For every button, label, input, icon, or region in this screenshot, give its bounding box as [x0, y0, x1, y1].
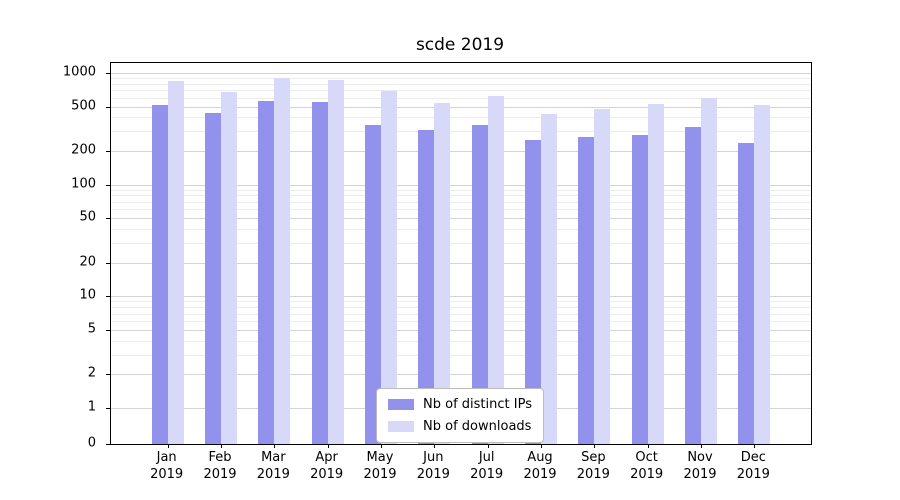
y-tick-mark — [106, 184, 110, 186]
x-tick-label: May 2019 — [363, 450, 397, 482]
bar-distinct-ips — [365, 125, 381, 444]
y-tick-label: 5 — [87, 321, 96, 337]
y-tick-label: 10 — [79, 287, 96, 303]
bar-distinct-ips — [258, 101, 275, 444]
bar-downloads — [327, 80, 344, 444]
bar-downloads — [434, 102, 451, 444]
bar-downloads — [274, 78, 291, 444]
x-tick-mark — [701, 444, 702, 448]
chart-title: scde 2019 — [415, 35, 505, 55]
bar-downloads — [167, 80, 184, 444]
x-tick-mark — [167, 444, 169, 448]
x-tick-label: Jun 2019 — [416, 450, 450, 482]
legend-swatch-downloads — [388, 421, 415, 432]
y-axis-labels: 0 1 2 5 10 20 50 100 200 500 1000 — [0, 62, 103, 451]
x-tick-label: Dec 2019 — [736, 450, 770, 482]
x-tick-mark — [487, 444, 489, 448]
y-tick-label: 200 — [71, 142, 96, 158]
y-tick-mark — [106, 444, 110, 445]
bar-downloads — [381, 91, 397, 444]
bar-distinct-ips — [685, 126, 701, 444]
x-tick-mark — [541, 444, 542, 448]
y-tick-label: 1000 — [62, 64, 96, 80]
bar-distinct-ips — [578, 137, 595, 444]
y-tick-mark — [106, 106, 110, 108]
x-tick-mark — [381, 444, 382, 448]
bar-distinct-ips — [311, 102, 328, 444]
legend-label-downloads: Nb of downloads — [423, 419, 532, 434]
x-tick-mark — [594, 444, 596, 448]
legend-label-distinct-ips: Nb of distinct IPs — [423, 397, 532, 412]
x-tick-label: Nov 2019 — [683, 450, 717, 482]
bar-distinct-ips — [738, 143, 755, 444]
x-tick-label: Aug 2019 — [523, 450, 557, 482]
bar-downloads — [647, 103, 664, 444]
y-tick-mark — [106, 73, 110, 74]
bar-downloads — [754, 104, 771, 444]
bar-downloads — [541, 113, 557, 444]
y-tick-mark — [106, 296, 110, 298]
bar-distinct-ips — [151, 104, 168, 444]
legend-swatch-distinct-ips — [388, 399, 415, 410]
legend-item-downloads: Nb of downloads — [388, 419, 532, 434]
bar-downloads — [701, 97, 717, 444]
x-tick-label: Jul 2019 — [470, 450, 504, 482]
legend: Nb of distinct IPs Nb of downloads — [376, 388, 544, 443]
y-tick-mark — [106, 262, 110, 264]
y-tick-label: 50 — [79, 209, 96, 225]
x-tick-label: Feb 2019 — [203, 450, 237, 482]
y-tick-mark — [106, 329, 110, 331]
bar-downloads — [221, 91, 237, 444]
x-tick-label: Mar 2019 — [256, 450, 290, 482]
bar-distinct-ips — [471, 125, 488, 444]
y-tick-mark — [106, 218, 110, 220]
bar-downloads — [487, 96, 504, 444]
bar-distinct-ips — [418, 129, 435, 444]
y-tick-label: 100 — [71, 176, 96, 192]
x-tick-label: Sep 2019 — [576, 450, 610, 482]
bar-downloads — [594, 108, 611, 444]
bars-layer — [111, 63, 811, 444]
y-tick-label: 20 — [79, 254, 96, 270]
x-tick-mark — [434, 444, 436, 448]
legend-item-distinct-ips: Nb of distinct IPs — [388, 397, 532, 412]
x-tick-mark — [274, 444, 276, 448]
x-tick-mark — [327, 444, 329, 448]
bar-distinct-ips — [631, 134, 648, 444]
x-tick-label: Jan 2019 — [150, 450, 184, 482]
y-tick-label: 0 — [87, 435, 96, 451]
y-tick-label: 2 — [87, 365, 96, 381]
y-tick-mark — [106, 374, 110, 376]
bar-distinct-ips — [525, 140, 541, 444]
x-tick-mark — [221, 444, 222, 448]
y-tick-label: 1 — [87, 399, 96, 415]
y-tick-label: 500 — [71, 98, 96, 114]
bar-distinct-ips — [205, 112, 221, 444]
x-tick-label: Oct 2019 — [630, 450, 664, 482]
y-tick-mark — [106, 151, 110, 153]
x-tick-mark — [647, 444, 649, 448]
x-tick-label: Apr 2019 — [310, 450, 344, 482]
x-tick-mark — [754, 444, 756, 448]
y-tick-mark — [106, 408, 110, 409]
